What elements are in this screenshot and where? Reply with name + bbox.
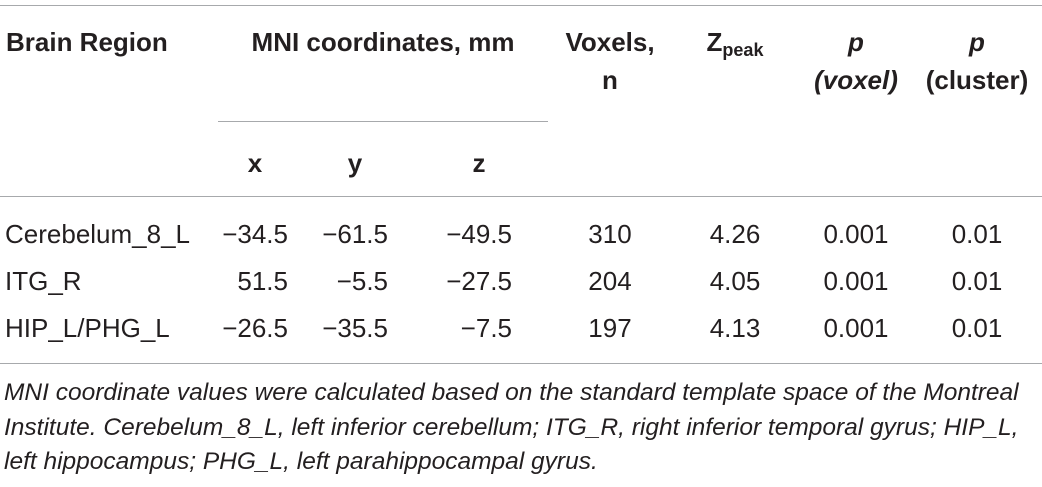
- header-p-cluster-line1: p: [969, 27, 985, 57]
- header-y: y: [347, 148, 363, 178]
- header-x: x: [247, 148, 263, 178]
- table-row-voxels: 197: [588, 313, 632, 343]
- table-row-y: −5.5: [336, 266, 388, 296]
- table-row-p-voxel: 0.001: [823, 219, 889, 249]
- body-bottom-rule: [0, 363, 1042, 364]
- table-row-z: −49.5: [446, 219, 512, 249]
- table-row-x: −26.5: [222, 313, 288, 343]
- table-footnote: MNI coordinate values were calculated ba…: [4, 379, 1019, 475]
- table-row-z: −27.5: [446, 266, 512, 296]
- table-row-region: ITG_R: [5, 266, 82, 296]
- table-row-region: HIP_L/PHG_L: [5, 313, 170, 343]
- table-row-p-voxel: 0.001: [823, 313, 889, 343]
- header-brain-region: Brain Region: [6, 27, 168, 57]
- header-bottom-rule: [0, 196, 1042, 197]
- table-row-y: −35.5: [322, 313, 388, 343]
- table-row-p-voxel: 0.001: [823, 266, 889, 296]
- table-row-zpeak: 4.26: [709, 219, 761, 249]
- mni-subheader-rule: [218, 121, 548, 122]
- top-rule: [0, 5, 1042, 6]
- header-zpeak-main: Z: [706, 27, 723, 57]
- header-mni-coordinates: MNI coordinates, mm: [251, 27, 515, 57]
- header-z: z: [472, 148, 486, 178]
- header-p-cluster-line2: (cluster): [925, 65, 1029, 95]
- table-row-y: −61.5: [322, 219, 388, 249]
- table-row-voxels: 204: [588, 266, 632, 296]
- table-row-z: −7.5: [460, 313, 512, 343]
- header-voxels-line2: n: [602, 65, 618, 95]
- header-p-voxel: p (voxel): [800, 27, 912, 103]
- header-voxels: Voxels, n: [548, 27, 672, 103]
- table-row-zpeak: 4.05: [709, 266, 761, 296]
- header-zpeak: Zpeak: [680, 27, 790, 60]
- header-zpeak-sub: peak: [722, 40, 764, 60]
- table-row-p-cluster: 0.01: [951, 266, 1003, 296]
- table-row-region: Cerebelum_8_L: [5, 219, 191, 249]
- table-row-zpeak: 4.13: [709, 313, 761, 343]
- header-p-voxel-line1: p: [848, 27, 864, 57]
- table-row-p-cluster: 0.01: [951, 219, 1003, 249]
- table-row-x: 51.5: [237, 266, 288, 296]
- header-voxels-line1: Voxels,: [565, 27, 655, 57]
- header-p-voxel-line2: (voxel): [814, 65, 898, 95]
- table-row-p-cluster: 0.01: [951, 313, 1003, 343]
- table-row-x: −34.5: [222, 219, 288, 249]
- table-row-voxels: 310: [588, 219, 632, 249]
- header-p-cluster: p (cluster): [918, 27, 1036, 103]
